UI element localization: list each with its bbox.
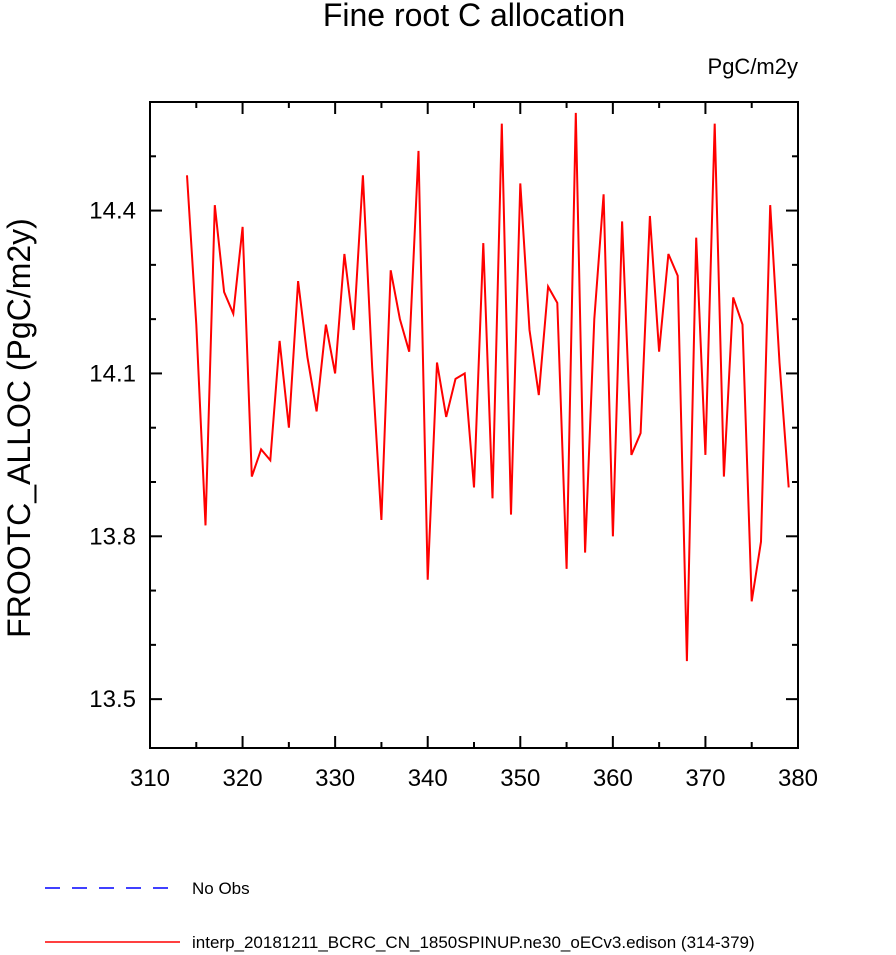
y-tick-label: 14.1 (89, 360, 136, 387)
legend-label-no-obs: No Obs (192, 879, 250, 898)
legend-label-model: interp_20181211_BCRC_CN_1850SPINUP.ne30_… (192, 933, 755, 952)
x-tick-label: 350 (500, 765, 540, 792)
x-tick-label: 370 (685, 765, 725, 792)
tick-labels: 310 320 330 340 350 360 370 380 13.5 13.8 14.1 14.4 (89, 198, 818, 792)
series-layer (186, 112, 790, 662)
plot-frame (149, 101, 799, 749)
x-tick-label: 340 (408, 765, 448, 792)
legend: No Obs interp_20181211_BCRC_CN_1850SPINU… (45, 879, 755, 952)
units-label: PgC/m2y (708, 54, 798, 79)
x-tick-label: 310 (130, 765, 170, 792)
x-tick-label: 360 (593, 765, 633, 792)
x-tick-label: 330 (315, 765, 355, 792)
chart-title: Fine root C allocation (323, 0, 625, 33)
axis-ticks (149, 101, 799, 748)
x-tick-label: 380 (778, 765, 818, 792)
y-tick-label: 13.8 (89, 523, 136, 550)
series-line-1 (186, 112, 790, 662)
y-tick-label: 13.5 (89, 686, 136, 713)
y-axis-label: FROOTC_ALLOC (PgC/m2y) (1, 218, 37, 638)
y-tick-label: 14.4 (89, 198, 136, 225)
x-tick-label: 320 (223, 765, 263, 792)
